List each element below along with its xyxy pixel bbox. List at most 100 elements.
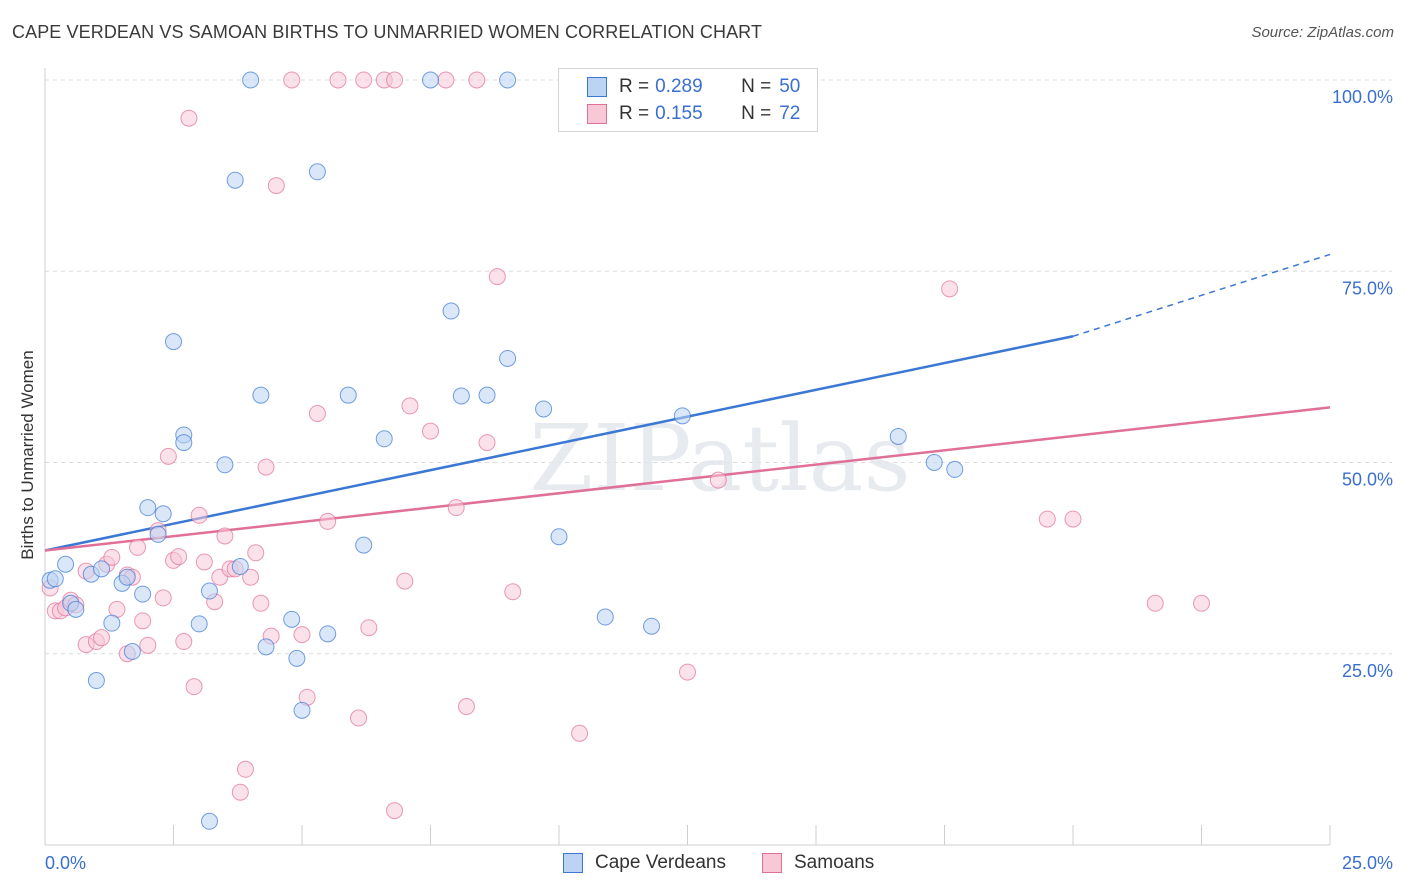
axes [44,68,1331,846]
legend-n-label: N = [741,103,772,124]
cape-verdeans-swatch [587,77,607,97]
samoans-point [447,499,465,517]
samoans-point [1193,594,1210,612]
samoans-point [478,434,496,452]
samoans-legend-label: Samoans [794,852,875,873]
cape-verdeans-point [200,812,218,830]
samoans-point [216,527,234,545]
samoans-point [247,544,265,562]
samoans-point [396,572,414,590]
samoans-point [355,71,373,89]
cape-verdeans-point [154,505,172,523]
legend-row-cape-verdeans: R = 0.289 N = 50 [587,75,800,99]
cape-verdeans-point [355,536,373,554]
y-tick-label: 25.0% [1342,661,1393,681]
cape-verdeans-point [139,499,157,517]
trend-lines [44,253,1331,552]
samoans-point [190,506,208,524]
samoans-trend-line [44,406,1331,552]
samoans-point [267,177,285,195]
samoans-point [401,397,419,415]
stats-legend: R = 0.289 N = 50 R = 0.155 N = 72 [558,68,818,132]
cape-verdeans-swatch [563,853,583,873]
samoans-swatch [587,104,607,124]
cape-verdeans-point [165,333,182,351]
cape-verdeans-point [596,608,614,626]
bottom-legend-samoans: Samoans [762,852,874,874]
samoans-point [257,458,275,476]
cape-verdeans-point [283,610,301,628]
cape-verdeans-point [499,349,517,367]
samoans-point [437,71,455,89]
legend-r-label: R = [619,76,650,97]
legend-row-samoans: R = 0.155 N = 72 [587,102,800,126]
cape-verdeans-point [242,71,260,89]
samoans-point [468,71,486,89]
samoans-point [1038,510,1056,528]
x-tick-label: 25.0% [1342,853,1393,873]
samoans-point [386,71,404,89]
cape-verdeans-point [87,672,105,690]
legend-n-value: 50 [779,76,801,97]
cape-verdeans-point [123,642,141,660]
legend-n-value: 72 [779,103,801,124]
cape-verdeans-point [339,386,357,404]
cape-verdeans-point [889,427,907,445]
cape-verdeans-point [57,555,75,573]
legend-n-label: N = [741,76,772,97]
cape-verdeans-trend-extension [1072,253,1331,337]
cape-verdeans-point [118,568,136,586]
samoans-swatch [762,853,782,873]
chart-title: CAPE VERDEAN VS SAMOAN BIRTHS TO UNMARRI… [12,22,763,42]
samoans-point [488,268,506,286]
samoans-point [236,760,254,778]
cape-verdeans-point [643,617,661,635]
samoans-point [242,568,260,586]
cape-verdeans-point [499,71,517,89]
samoans-point [1146,594,1164,612]
tick-labels: 25.0% 50.0% 75.0% 100.0% 0.0% 25.0% [45,87,1393,873]
cape-verdeans-point [293,701,311,719]
samoans-point [457,698,475,716]
cape-verdeans-point [175,434,193,452]
cape-verdeans-point [319,625,337,643]
y-tick-label: 100.0% [1332,87,1393,107]
cape-verdeans-point [288,649,306,667]
cape-verdeans-point [422,71,439,89]
cape-verdeans-point [673,407,691,425]
bottom-legend-cape-verdeans: Cape Verdeans [563,852,726,874]
cape-verdeans-point [46,570,64,588]
samoans-point [679,663,696,681]
samoans-point [386,802,404,820]
samoans-point [293,626,311,644]
cape-verdeans-point [93,560,111,578]
cape-verdeans-point [231,558,249,576]
cape-verdeans-point [149,525,167,543]
samoans-point [941,280,959,298]
cape-verdeans-point [67,600,85,618]
scatter-points [41,71,1210,830]
samoans-point [1064,510,1082,528]
samoans-point [93,629,111,647]
cape-verdeans-point [226,171,244,189]
cape-verdeans-point [257,638,275,656]
samoans-point [139,636,157,654]
legend-r-label: R = [619,103,650,124]
cape-verdeans-point [535,400,553,418]
cape-verdeans-point [478,386,496,404]
samoans-point [195,553,213,571]
samoans-point [175,633,193,651]
samoans-point [231,783,249,801]
samoans-point [329,71,347,89]
source-label: Source: ZipAtlas.com [1251,24,1394,41]
x-tick-label: 0.0% [45,853,86,873]
cape-verdeans-point [103,614,121,632]
samoans-point [170,548,188,566]
samoans-point [308,405,326,423]
samoans-point [571,724,589,742]
samoans-point [103,548,121,566]
samoans-point [252,594,270,612]
samoans-point [154,589,172,607]
legend-r-value: 0.155 [655,103,703,124]
samoans-point [185,678,203,696]
